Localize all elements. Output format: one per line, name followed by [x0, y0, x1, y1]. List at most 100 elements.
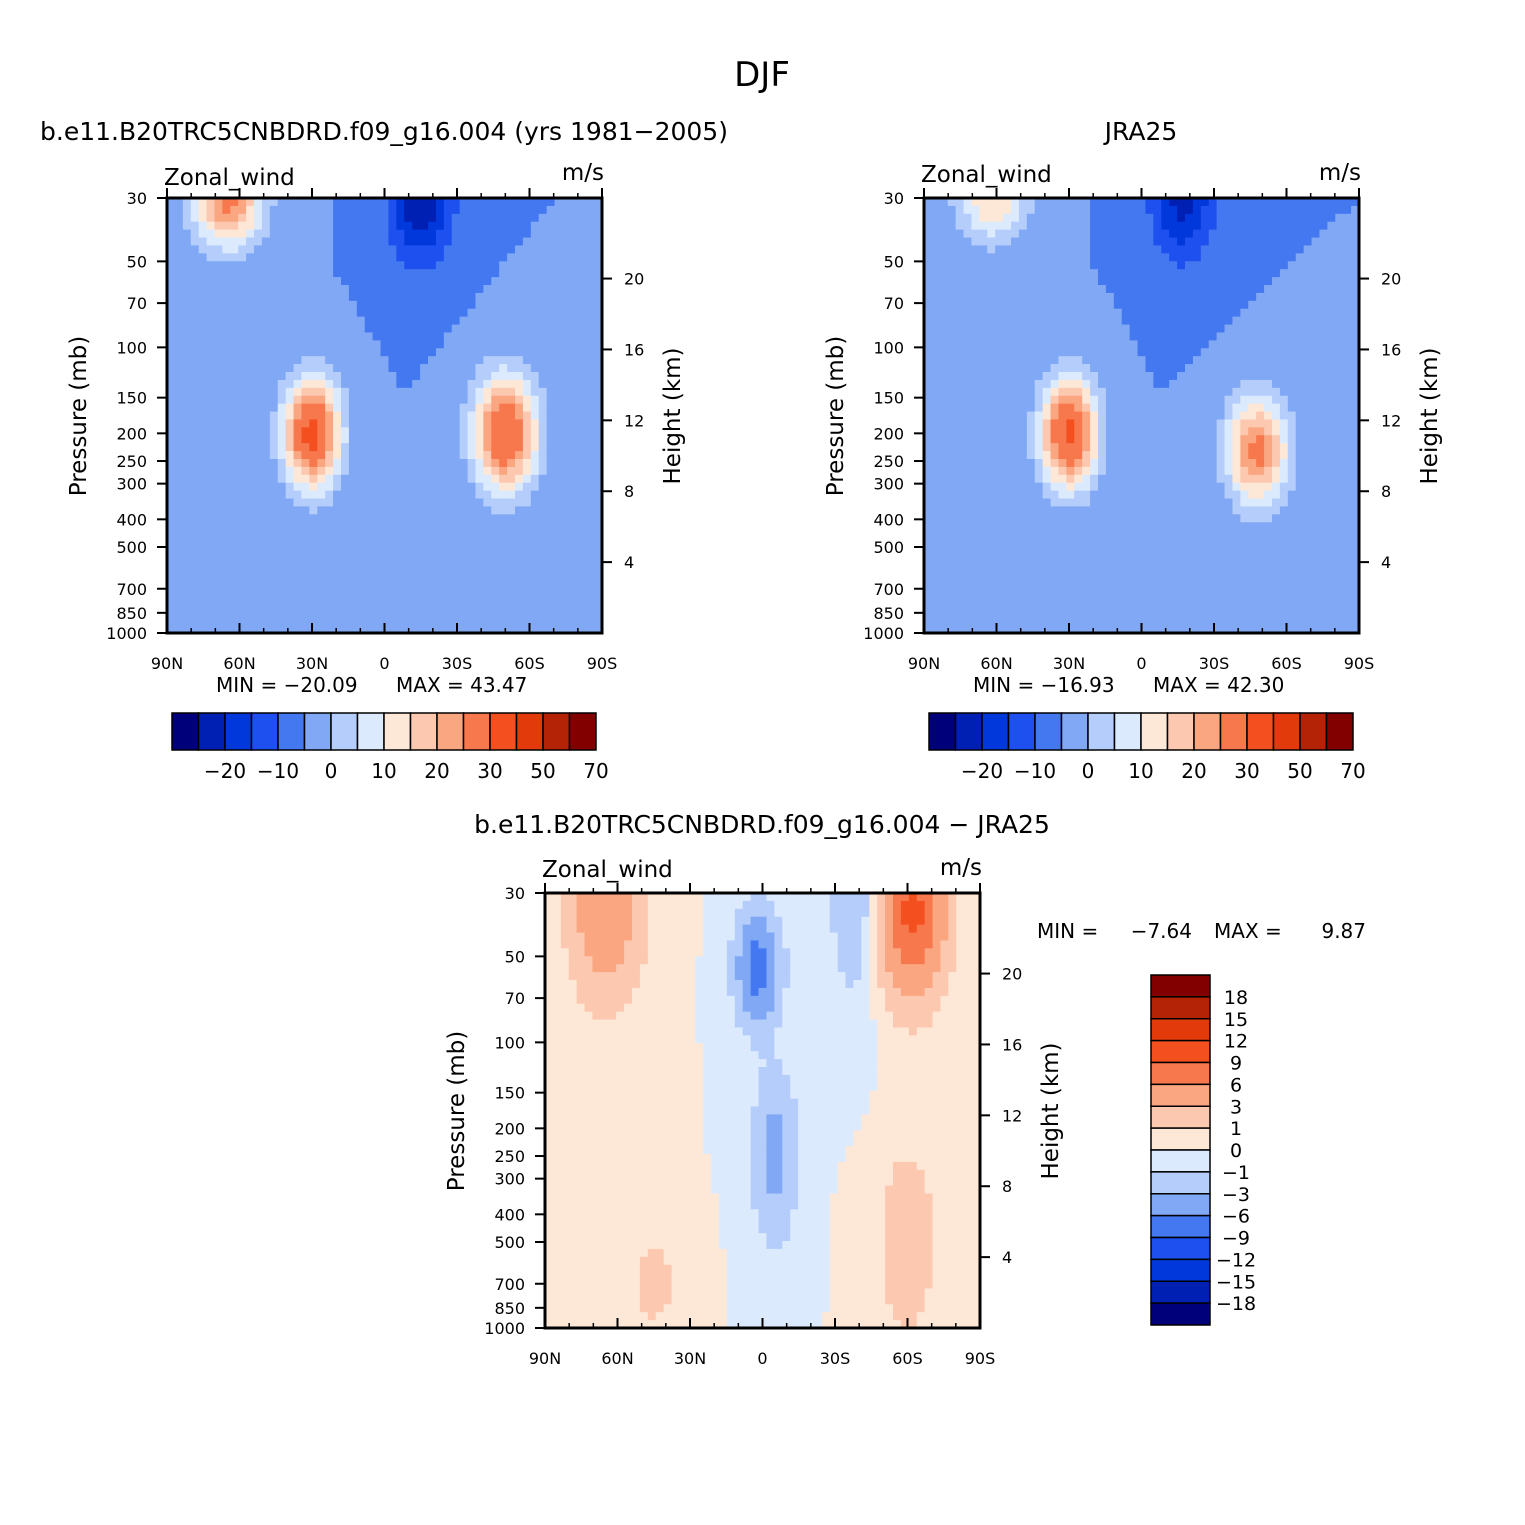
contour-cell [372, 332, 382, 341]
contour-cell [412, 625, 421, 634]
contour-cell [246, 419, 255, 428]
contour-cell [1200, 332, 1210, 341]
contour-cell [214, 553, 223, 563]
contour-cell [190, 530, 200, 539]
contour-cell [182, 372, 192, 381]
contour-cell [325, 403, 334, 413]
contour-cell [325, 411, 334, 421]
contour-cell [230, 300, 239, 310]
contour-cell [451, 466, 461, 476]
contour-cell [198, 198, 208, 207]
contour-cell [1216, 443, 1226, 452]
contour-cell [1351, 292, 1360, 302]
contour-cell [586, 490, 595, 500]
contour-cell [971, 427, 980, 436]
contour-cell [230, 530, 239, 539]
contour-cell [554, 245, 564, 254]
contour-cell [1327, 443, 1336, 452]
contour-cell [404, 435, 413, 444]
contour-cell [364, 213, 374, 223]
contour-cell [499, 316, 508, 326]
contour-cell [1129, 443, 1139, 452]
contour-cell [1200, 356, 1210, 365]
contour-cell [939, 387, 949, 397]
contour-cell [1098, 348, 1107, 357]
contour-cell [167, 340, 176, 349]
contour-cell [522, 379, 532, 389]
contour-cell [238, 300, 247, 310]
contour-cell [1145, 459, 1154, 468]
contour-cell [995, 411, 1004, 421]
contour-cell [333, 229, 342, 239]
contour-cell [1185, 387, 1194, 397]
contour-cell [380, 411, 390, 421]
contour-cell [190, 261, 200, 270]
contour-cell [325, 387, 334, 397]
contour-cell [372, 506, 382, 515]
contour-cell [924, 451, 933, 460]
contour-cell [1319, 221, 1328, 231]
contour-cell [1279, 379, 1289, 389]
contour-cell [570, 356, 579, 365]
contour-cell [293, 427, 303, 436]
contour-cell [538, 198, 548, 207]
contour-cell [1153, 213, 1162, 223]
contour-cell [404, 324, 413, 334]
contour-cell [1240, 308, 1249, 318]
contour-cell [562, 411, 571, 421]
contour-cell [1248, 261, 1257, 270]
contour-cell [269, 285, 279, 294]
contour-cell [261, 308, 271, 318]
contour-cell [412, 198, 421, 207]
contour-cell [420, 198, 429, 207]
contour-cell [1074, 229, 1083, 239]
contour-cell [198, 387, 208, 397]
contour-cell [198, 546, 208, 555]
contour-cell [499, 593, 508, 602]
contour-cell [198, 459, 208, 468]
contour-cell [1208, 229, 1218, 239]
contour-cell [1074, 277, 1083, 286]
contour-cell [538, 221, 548, 231]
contour-cell [1113, 451, 1123, 460]
contour-cell [1185, 419, 1194, 428]
contour-cell [1003, 340, 1012, 349]
contour-cell [364, 506, 374, 515]
contour-cell [459, 348, 469, 357]
contour-cell [190, 379, 200, 389]
contour-cell [979, 229, 988, 239]
contour-cell [277, 474, 287, 484]
contour-cell [182, 514, 192, 523]
contour-cell [451, 553, 461, 563]
x-tick-label: 60S [514, 654, 545, 673]
contour-cell [317, 261, 326, 270]
contour-cell [1185, 427, 1194, 436]
contour-cell [269, 372, 279, 381]
contour-cell [1050, 285, 1060, 294]
contour-cell [167, 292, 176, 302]
contour-cell [301, 435, 310, 444]
contour-cell [467, 577, 477, 587]
contour-cell [1208, 285, 1218, 294]
contour-cell [190, 221, 200, 231]
contour-cell [538, 451, 548, 460]
contour-cell [1121, 340, 1131, 349]
contour-cell [586, 221, 595, 231]
contour-cell [396, 205, 405, 215]
contour-cell [947, 277, 957, 286]
contour-cell [515, 372, 524, 381]
contour-cell [594, 261, 603, 270]
contour-cell [1279, 356, 1289, 365]
contour-cell [546, 403, 556, 413]
contour-cell [348, 379, 358, 389]
contour-cell [1256, 435, 1265, 444]
contour-cell [1177, 435, 1186, 444]
contour-cell [1161, 285, 1170, 294]
contour-cell [1224, 387, 1234, 397]
contour-cell [1256, 300, 1265, 310]
contour-cell [1169, 198, 1178, 207]
contour-cell [1137, 316, 1147, 326]
contour-cell [277, 593, 287, 602]
contour-cell [341, 585, 350, 595]
contour-cell [246, 459, 255, 468]
